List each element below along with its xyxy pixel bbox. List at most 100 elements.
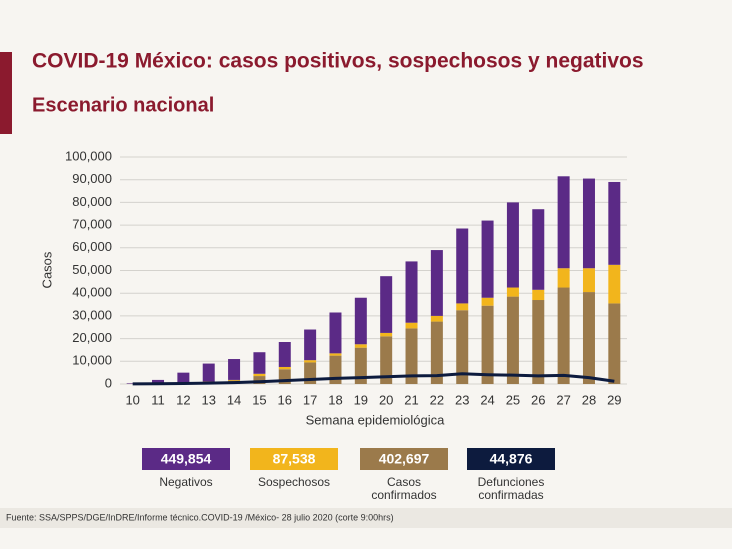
legend-box <box>142 448 230 470</box>
legend-box <box>250 448 338 470</box>
x-tick-label: 29 <box>607 392 621 407</box>
x-tick-label: 16 <box>278 392 292 407</box>
y-tick-label: 0 <box>105 375 112 390</box>
chart-title: COVID-19 México: casos positivos, sospec… <box>32 50 644 73</box>
x-tick-label: 11 <box>151 392 165 407</box>
chart-subtitle: Escenario nacional <box>32 94 214 116</box>
bar-segment <box>354 297 367 345</box>
bar-segment <box>430 250 443 316</box>
bar-segment <box>557 268 570 288</box>
accent-bar <box>0 52 12 134</box>
bar-segment <box>405 328 418 384</box>
bar-segment <box>582 292 595 384</box>
bar-segment <box>405 322 418 329</box>
x-tick-label: 22 <box>430 392 444 407</box>
legend-total: 87,538 <box>273 451 316 467</box>
bar-segment <box>456 310 469 384</box>
bar-segment <box>557 176 570 269</box>
x-tick-label: 26 <box>531 392 545 407</box>
y-tick-label: 80,000 <box>72 194 112 209</box>
bar-segment <box>456 303 469 311</box>
line-series <box>132 372 615 386</box>
y-tick-label: 40,000 <box>72 285 112 300</box>
bar-segment <box>481 305 494 384</box>
y-tick-label: 90,000 <box>72 171 112 186</box>
legend-box <box>467 448 555 470</box>
bar-segment <box>557 287 570 384</box>
bar-segment <box>329 312 342 354</box>
legend-box <box>360 448 448 470</box>
x-tick-label: 27 <box>556 392 570 407</box>
bar-segment <box>430 321 443 384</box>
x-tick-label: 28 <box>582 392 596 407</box>
legend-text: Negativos <box>159 475 213 489</box>
x-tick-label: 12 <box>176 392 190 407</box>
legend-text: Casos confirmados <box>371 475 437 502</box>
source: Fuente: SSA/SPPS/DGE/InDRE/Informe técni… <box>6 512 394 522</box>
x-axis-title: Semana epidemiológica <box>306 412 446 427</box>
x-tick-label: 20 <box>379 392 393 407</box>
footer-band <box>0 508 732 528</box>
x-tick-label: 21 <box>404 392 418 407</box>
bar-segment <box>481 220 494 298</box>
x-tick-label: 14 <box>227 392 241 407</box>
bar-segment <box>456 228 469 304</box>
x-tick-label: 24 <box>480 392 494 407</box>
bar-segment <box>304 360 317 363</box>
y-axis-title: Casos <box>39 251 54 288</box>
x-tick-label: 23 <box>455 392 469 407</box>
bar-segment <box>228 379 241 381</box>
bar-segment <box>506 296 519 384</box>
legend-text: Sospechosos <box>257 475 331 489</box>
bar-segment <box>253 373 266 377</box>
y-tick-label: 70,000 <box>72 217 112 232</box>
legend-label: Casos confirmados <box>349 476 459 502</box>
y-tick-label: 30,000 <box>72 307 112 322</box>
bar-segment <box>228 359 241 380</box>
bar-segment <box>506 202 519 288</box>
legend-total: 44,876 <box>490 451 533 467</box>
bar-segment <box>278 366 291 370</box>
bar-segment <box>278 342 291 367</box>
bar-segment <box>177 372 190 383</box>
bar-segment <box>354 344 367 348</box>
bar-segment <box>202 363 215 382</box>
bar-segment <box>532 300 545 384</box>
bar-segment <box>608 264 621 304</box>
legend-total: 449,854 <box>161 451 212 467</box>
bar-segment <box>304 329 317 361</box>
bar-segment <box>506 287 519 297</box>
y-tick-label: 50,000 <box>72 262 112 277</box>
y-tick-label: 100,000 <box>65 148 112 163</box>
bar-segment <box>380 336 393 384</box>
y-tick-label: 20,000 <box>72 330 112 345</box>
bar-segment <box>582 268 595 293</box>
bar-segment <box>329 353 342 356</box>
x-tick-label: 18 <box>328 392 342 407</box>
legend-text: Defunciones confirmadas <box>477 475 545 502</box>
bar-segment <box>380 276 393 333</box>
y-tick-label: 10,000 <box>72 353 112 368</box>
y-tick-label: 60,000 <box>72 239 112 254</box>
x-tick-label: 19 <box>354 392 368 407</box>
x-tick-label: 17 <box>303 392 317 407</box>
legend-label: Defunciones confirmadas <box>456 476 566 502</box>
x-tick-label: 15 <box>252 392 266 407</box>
bar-segment <box>481 297 494 306</box>
bar-segment <box>430 315 443 322</box>
bar-segment <box>608 303 621 384</box>
legend-label: Sospechosos <box>239 476 349 489</box>
bar-segment <box>405 261 418 323</box>
x-tick-label: 25 <box>506 392 520 407</box>
x-tick-label: 13 <box>201 392 215 407</box>
bar-segment <box>532 209 545 290</box>
x-tick-label: 10 <box>125 392 139 407</box>
bar-segment <box>532 289 545 301</box>
bar-segment <box>608 181 621 265</box>
bar-segment <box>253 352 266 374</box>
bar-segment <box>380 332 393 337</box>
bar-segment <box>354 347 367 384</box>
bar-segment <box>582 178 595 269</box>
